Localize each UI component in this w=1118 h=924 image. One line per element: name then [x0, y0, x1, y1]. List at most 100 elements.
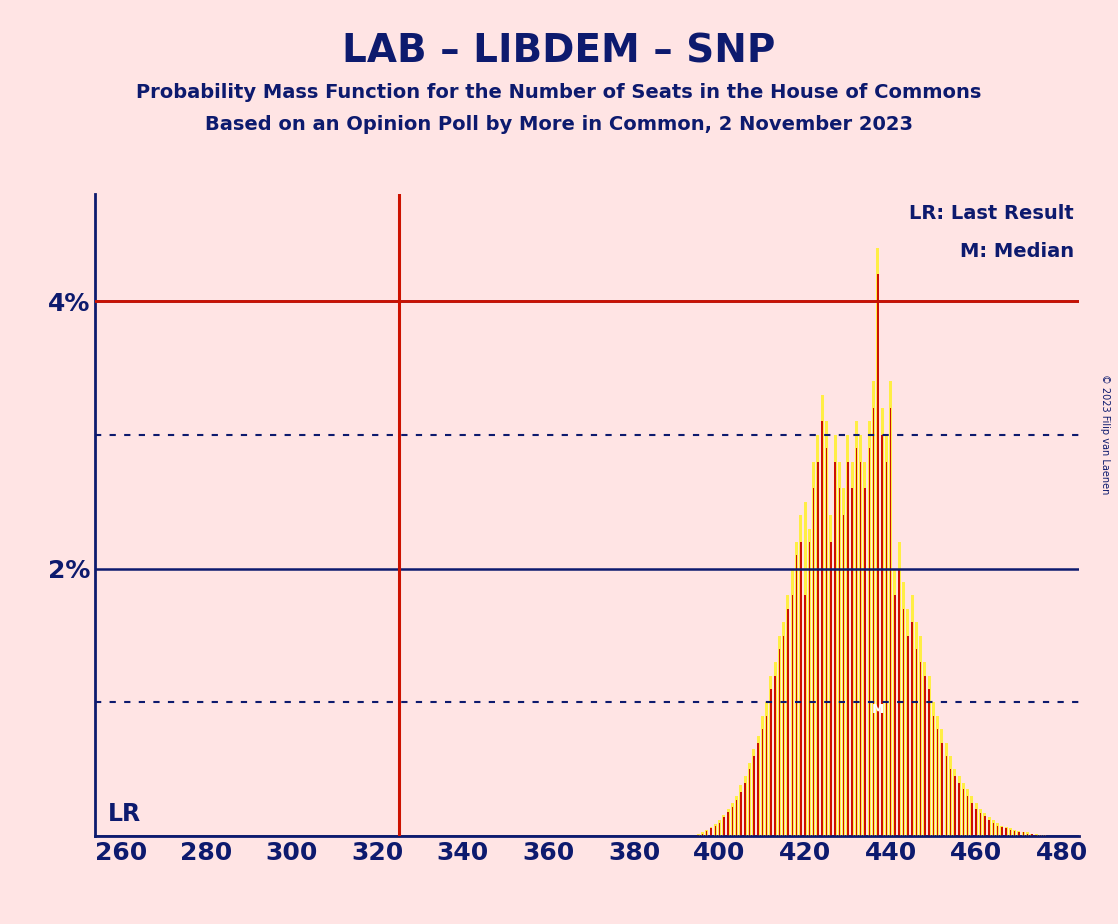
Bar	[775, 675, 776, 836]
Bar	[698, 835, 699, 836]
Bar	[796, 555, 797, 836]
Text: Probability Mass Function for the Number of Seats in the House of Commons: Probability Mass Function for the Number…	[136, 83, 982, 103]
Bar	[817, 462, 818, 836]
Bar	[907, 636, 909, 836]
Bar	[920, 663, 921, 836]
Bar	[705, 830, 708, 836]
Bar	[902, 609, 904, 836]
Bar	[804, 595, 806, 836]
Bar	[783, 636, 785, 836]
Bar	[890, 408, 891, 836]
Bar	[787, 609, 788, 836]
Bar	[932, 702, 935, 836]
Bar	[958, 776, 960, 836]
Bar	[983, 813, 986, 836]
Bar	[1026, 833, 1029, 836]
Bar	[765, 702, 768, 836]
Text: LAB – LIBDEM – SNP: LAB – LIBDEM – SNP	[342, 32, 776, 70]
Bar	[889, 382, 892, 836]
Bar	[713, 824, 717, 836]
Bar	[979, 809, 982, 836]
Bar	[873, 408, 874, 836]
Bar	[757, 743, 759, 836]
Bar	[727, 809, 730, 836]
Bar	[1023, 833, 1024, 836]
Bar	[954, 770, 956, 836]
Bar	[992, 821, 995, 836]
Bar	[966, 789, 969, 836]
Bar	[770, 689, 771, 836]
Bar	[894, 595, 896, 836]
Bar	[834, 462, 836, 836]
Bar	[851, 462, 854, 836]
Bar	[881, 408, 883, 836]
Bar	[852, 489, 853, 836]
Bar	[1005, 828, 1007, 836]
Bar	[898, 541, 901, 836]
Bar	[996, 823, 999, 836]
Bar	[941, 743, 942, 836]
Bar	[860, 462, 862, 836]
Bar	[838, 489, 840, 836]
Bar	[1017, 831, 1021, 836]
Bar	[792, 595, 793, 836]
Bar	[736, 800, 738, 836]
Text: M: M	[872, 703, 884, 716]
Bar	[975, 803, 978, 836]
Bar	[816, 435, 819, 836]
Bar	[961, 783, 965, 836]
Bar	[877, 248, 880, 836]
Bar	[1013, 830, 1016, 836]
Bar	[988, 821, 989, 836]
Bar	[855, 448, 858, 836]
Bar	[1043, 835, 1046, 836]
Bar	[967, 796, 968, 836]
Bar	[808, 529, 811, 836]
Bar	[731, 803, 733, 836]
Bar	[779, 649, 780, 836]
Bar	[1026, 833, 1029, 836]
Bar	[970, 796, 974, 836]
Bar	[701, 833, 704, 836]
Bar	[728, 812, 729, 836]
Bar	[915, 622, 918, 836]
Bar	[757, 736, 759, 836]
Bar	[783, 622, 785, 836]
Bar	[881, 435, 883, 836]
Bar	[812, 462, 815, 836]
Bar	[739, 785, 742, 836]
Bar	[847, 462, 849, 836]
Bar	[945, 743, 948, 836]
Bar	[899, 568, 900, 836]
Bar	[830, 541, 832, 836]
Bar	[837, 462, 841, 836]
Bar	[723, 818, 724, 836]
Bar	[786, 595, 789, 836]
Bar	[963, 789, 964, 836]
Bar	[799, 516, 803, 836]
Bar	[997, 825, 998, 836]
Text: Based on an Opinion Poll by More in Common, 2 November 2023: Based on an Opinion Poll by More in Comm…	[205, 116, 913, 135]
Bar	[714, 825, 716, 836]
Bar	[754, 756, 755, 836]
Bar	[1005, 827, 1007, 836]
Bar	[958, 783, 960, 836]
Bar	[1018, 833, 1020, 836]
Bar	[710, 828, 712, 836]
Bar	[937, 729, 938, 836]
Bar	[954, 776, 956, 836]
Text: © 2023 Filip van Laenen: © 2023 Filip van Laenen	[1100, 374, 1110, 494]
Bar	[863, 462, 866, 836]
Bar	[911, 622, 912, 836]
Bar	[705, 831, 708, 836]
Bar	[864, 489, 865, 836]
Bar	[1031, 833, 1033, 836]
Bar	[868, 421, 871, 836]
Bar	[822, 421, 823, 836]
Bar	[800, 541, 802, 836]
Bar	[749, 770, 750, 836]
Bar	[919, 636, 922, 836]
Bar	[825, 421, 828, 836]
Bar	[1010, 830, 1011, 836]
Bar	[860, 435, 862, 836]
